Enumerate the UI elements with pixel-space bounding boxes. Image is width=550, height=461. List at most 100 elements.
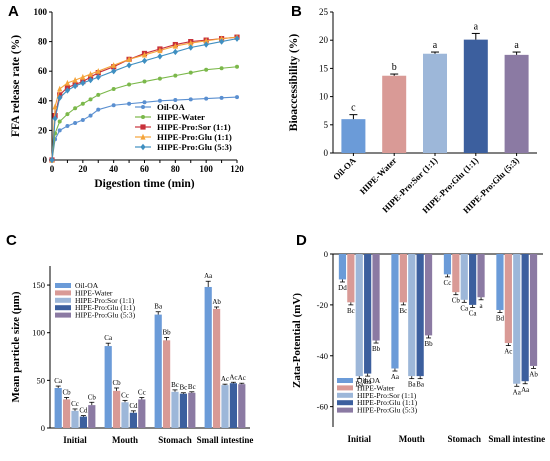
significance-letter: Cd: [79, 407, 88, 415]
data-point: [52, 103, 58, 110]
x-tick-label: Stomach: [158, 435, 192, 445]
data-point: [57, 94, 63, 102]
x-tick-label: Small intestine: [197, 435, 254, 445]
significance-letter: Bc: [180, 384, 188, 392]
y-tick-label: 100: [32, 328, 45, 338]
significance-letter: Ba: [355, 381, 364, 389]
bar: [179, 393, 187, 428]
data-point: [157, 98, 162, 103]
y-tick-label: 0: [324, 249, 328, 259]
significance-letter: Ca: [54, 377, 63, 385]
significance-letter: Cb: [63, 389, 72, 397]
data-point: [96, 92, 101, 97]
y-tick-label: 100: [34, 7, 48, 17]
bar: [347, 254, 355, 303]
data-point: [88, 97, 93, 102]
significance-letter: Aa: [521, 386, 530, 394]
y-tick-label: 15: [319, 63, 329, 73]
legend-marker: [141, 105, 145, 109]
bar: [129, 412, 137, 428]
significance-letter: Ba: [364, 378, 373, 386]
x-tick-label: 100: [199, 164, 213, 174]
significance-letter: Bb: [372, 345, 381, 353]
y-tick-label: 25: [319, 7, 329, 17]
legend-marker: [140, 143, 146, 151]
data-point: [203, 37, 209, 44]
legend-label: HIPE-Water: [157, 112, 205, 122]
y-tick-label: -60: [317, 402, 328, 412]
bar: [221, 385, 229, 428]
significance-letter: a: [474, 21, 479, 32]
bar: [71, 410, 79, 428]
significance-letter: Bb: [163, 328, 172, 336]
x-tick-label: 0: [50, 164, 55, 174]
y-axis-label: Bioaccessibility (%): [288, 34, 300, 132]
data-point: [111, 86, 116, 91]
x-tick-label: 120: [230, 164, 244, 174]
legend-swatch: [55, 283, 71, 288]
data-point: [142, 100, 147, 105]
significance-letter: Ac: [229, 373, 237, 381]
data-point: [80, 73, 86, 80]
significance-letter: Ac: [504, 348, 512, 356]
y-tick-label: 5: [324, 120, 329, 130]
panel-b: B 0 5 10 15 20 25 Bioaccessibility (%) c Oil-OA b…: [275, 0, 550, 225]
significance-letter: Ab: [212, 298, 221, 306]
significance-letter: Ba: [154, 303, 163, 311]
bar: [121, 402, 129, 428]
bar: [355, 254, 363, 377]
bar: [171, 391, 179, 428]
significance-letter: Ba: [408, 381, 417, 389]
bar: [513, 254, 521, 384]
legend-marker: [140, 133, 146, 140]
data-point: [218, 38, 225, 45]
legend-label: HIPE-Pro:Sor (1:1): [157, 122, 231, 132]
significance-letter: Ca: [469, 309, 478, 317]
bar: [443, 254, 452, 275]
significance-letter: Cc: [444, 279, 452, 287]
bar: [113, 390, 121, 428]
significance-letter: a: [479, 302, 483, 310]
panel-letter-b: B: [291, 3, 302, 20]
data-point: [87, 70, 94, 77]
data-point: [72, 76, 78, 83]
data-point: [172, 42, 178, 49]
x-tick-label: 60: [140, 164, 150, 174]
significance-letter: Ca: [460, 304, 469, 312]
significance-letter: Bc: [188, 383, 196, 391]
bar: [382, 75, 407, 153]
data-point: [234, 35, 240, 42]
data-point: [141, 57, 148, 65]
y-tick-label: 10: [319, 92, 329, 102]
legend-swatch: [55, 290, 71, 296]
legend-label: HIPE-Pro:Glu (5:3): [357, 406, 418, 415]
bar: [416, 254, 424, 377]
bar: [238, 384, 246, 428]
particle-size-bar-chart: 0 50 100 150 Mean particle size (μm) Initial C…: [10, 266, 254, 445]
panel-letter-c: C: [6, 232, 17, 249]
data-point: [57, 85, 63, 92]
data-point: [203, 41, 209, 48]
legend-swatch: [337, 392, 353, 398]
data-point: [73, 121, 78, 125]
bar: [504, 254, 512, 344]
significance-letter: Ba: [416, 381, 425, 389]
x-tick-label: Small intestine: [488, 434, 545, 444]
y-axis-label: Zata-Potential (mV): [291, 293, 303, 388]
data-point: [64, 87, 71, 94]
x-tick-label: Initial: [63, 435, 87, 445]
bar: [204, 286, 212, 428]
significance-letter: Cc: [71, 400, 79, 408]
bar: [469, 254, 477, 305]
data-point: [73, 106, 78, 111]
legend-label: HIPE-Water: [357, 383, 395, 392]
significance-letter: Dd: [338, 284, 347, 292]
significance-letter: Aa: [204, 272, 213, 280]
bar: [138, 399, 146, 428]
bar: [372, 254, 380, 341]
significance-letter: Bc: [171, 381, 179, 389]
data-point: [64, 79, 71, 86]
y-tick-label: 0: [41, 423, 45, 433]
bar: [460, 254, 468, 300]
data-point: [49, 156, 55, 164]
